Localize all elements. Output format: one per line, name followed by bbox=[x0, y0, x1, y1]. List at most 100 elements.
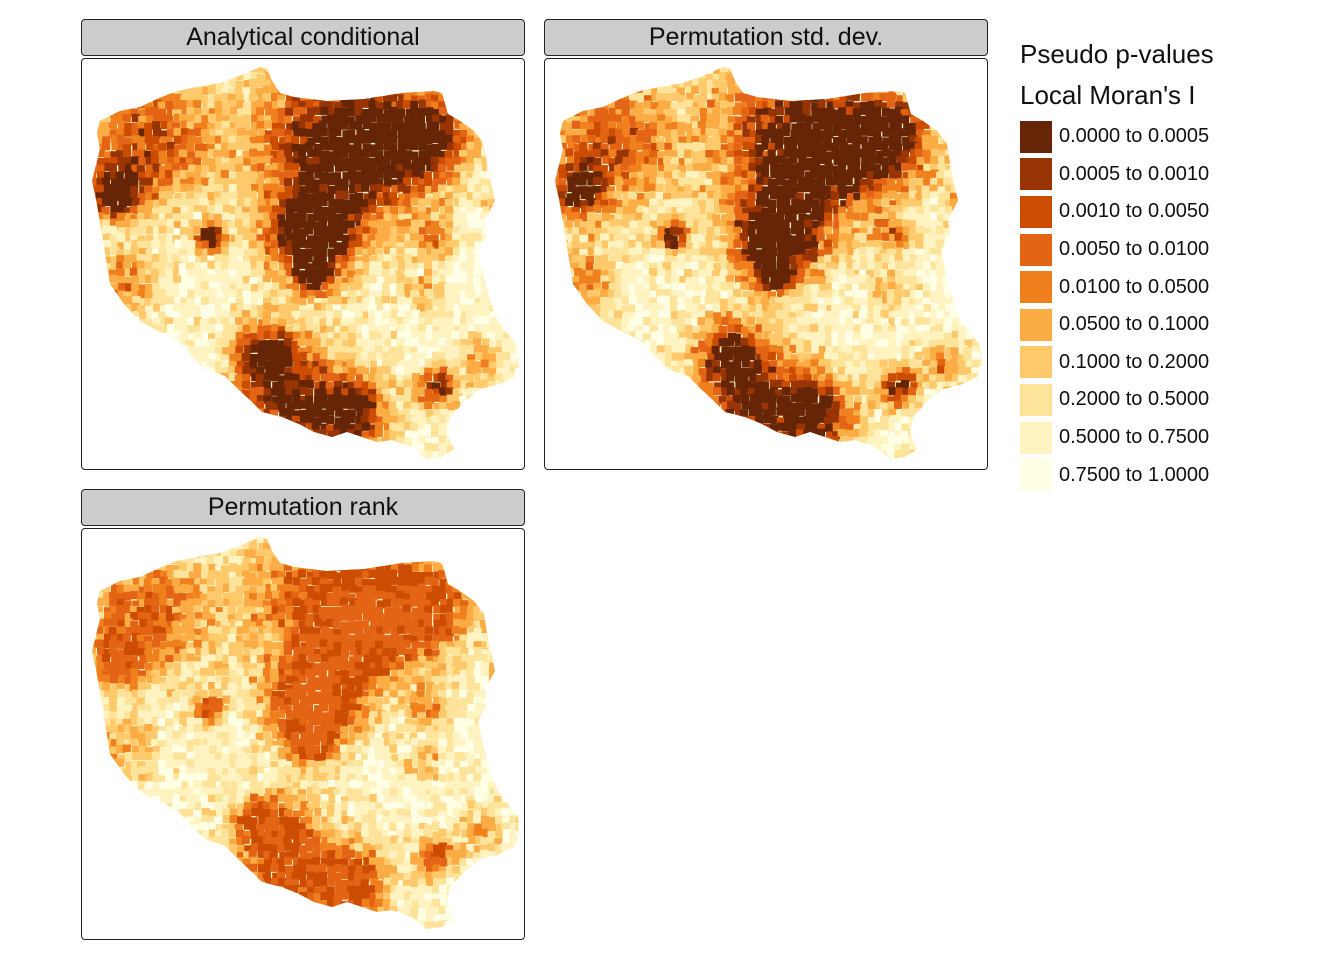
map-region bbox=[96, 143, 106, 152]
map-region bbox=[160, 114, 169, 123]
map-region bbox=[139, 177, 148, 186]
map-region bbox=[306, 274, 315, 284]
map-region bbox=[629, 135, 638, 144]
map-region bbox=[805, 115, 814, 124]
map-region bbox=[690, 115, 699, 124]
map-region bbox=[92, 234, 99, 243]
map-region bbox=[306, 323, 315, 332]
map-region bbox=[545, 164, 552, 172]
map-region bbox=[466, 409, 475, 418]
map-region bbox=[117, 227, 126, 236]
map-region bbox=[131, 128, 140, 137]
map-region bbox=[286, 402, 295, 411]
map-region bbox=[727, 142, 736, 151]
map-region bbox=[138, 393, 147, 403]
map-region bbox=[500, 128, 509, 137]
map-region bbox=[783, 136, 792, 145]
map-region bbox=[96, 198, 105, 207]
map-region bbox=[102, 59, 110, 67]
map-region bbox=[348, 352, 357, 362]
map-region bbox=[131, 283, 140, 292]
map-region bbox=[383, 221, 392, 230]
map-region bbox=[151, 186, 161, 195]
map-region bbox=[459, 93, 468, 102]
map-region bbox=[292, 190, 301, 199]
map-region bbox=[165, 116, 174, 125]
map-region bbox=[704, 67, 713, 69]
map-region bbox=[495, 219, 505, 228]
map-region bbox=[474, 184, 483, 193]
map-region bbox=[229, 436, 238, 445]
map-region bbox=[326, 326, 335, 335]
map-region bbox=[348, 346, 358, 356]
map-region bbox=[158, 225, 167, 234]
map-region bbox=[363, 212, 372, 221]
map-region bbox=[230, 283, 239, 292]
map-region bbox=[181, 79, 190, 88]
map-region bbox=[368, 319, 377, 328]
map-region bbox=[410, 458, 419, 459]
map-region bbox=[949, 120, 958, 129]
map-region bbox=[172, 442, 181, 451]
map-region bbox=[404, 136, 414, 145]
map-region bbox=[166, 402, 175, 411]
map-region bbox=[438, 449, 447, 458]
map-region bbox=[651, 87, 660, 96]
map-region bbox=[321, 291, 330, 300]
map-region bbox=[368, 205, 377, 214]
map-region bbox=[234, 374, 244, 383]
map-region bbox=[286, 466, 294, 468]
map-region bbox=[215, 73, 224, 82]
map-region bbox=[368, 100, 377, 109]
map-region bbox=[262, 227, 271, 236]
map-region bbox=[383, 205, 392, 214]
map-region bbox=[481, 149, 490, 158]
map-region bbox=[110, 386, 119, 396]
map-region bbox=[405, 108, 414, 117]
map-region bbox=[426, 416, 435, 425]
map-region bbox=[367, 198, 377, 208]
map-region bbox=[711, 93, 720, 102]
map-region bbox=[895, 106, 904, 116]
map-region bbox=[179, 340, 188, 349]
map-region bbox=[179, 157, 188, 166]
map-region bbox=[697, 120, 706, 130]
map-region bbox=[957, 87, 966, 96]
map-region bbox=[495, 401, 504, 410]
map-region bbox=[136, 254, 145, 263]
map-region bbox=[437, 184, 446, 193]
map-region bbox=[201, 177, 210, 186]
map-region bbox=[390, 157, 399, 166]
map-region bbox=[341, 99, 350, 108]
map-region bbox=[872, 129, 882, 138]
map-region bbox=[684, 114, 693, 123]
map-region bbox=[173, 436, 182, 445]
map-region bbox=[159, 305, 168, 314]
map-region bbox=[669, 67, 678, 74]
map-region bbox=[82, 459, 89, 467]
map-region bbox=[949, 107, 958, 116]
map-region bbox=[180, 459, 188, 467]
map-region bbox=[438, 261, 447, 270]
map-region bbox=[215, 86, 225, 95]
map-region bbox=[122, 388, 131, 397]
map-region bbox=[123, 374, 133, 383]
map-region bbox=[516, 316, 519, 325]
map-region bbox=[377, 85, 386, 94]
map-region bbox=[92, 156, 97, 165]
map-region bbox=[458, 73, 467, 82]
map-region bbox=[566, 172, 575, 181]
map-region bbox=[559, 67, 568, 74]
map-region bbox=[510, 254, 519, 263]
map-region bbox=[509, 233, 518, 242]
map-region bbox=[171, 249, 180, 258]
map-region bbox=[454, 437, 463, 446]
map-region bbox=[459, 219, 468, 228]
map-region bbox=[92, 109, 97, 118]
map-region bbox=[396, 246, 405, 256]
map-region bbox=[206, 367, 215, 377]
map-region bbox=[286, 284, 295, 293]
map-region bbox=[236, 186, 245, 195]
map-region bbox=[264, 120, 273, 129]
map-region bbox=[501, 73, 510, 82]
